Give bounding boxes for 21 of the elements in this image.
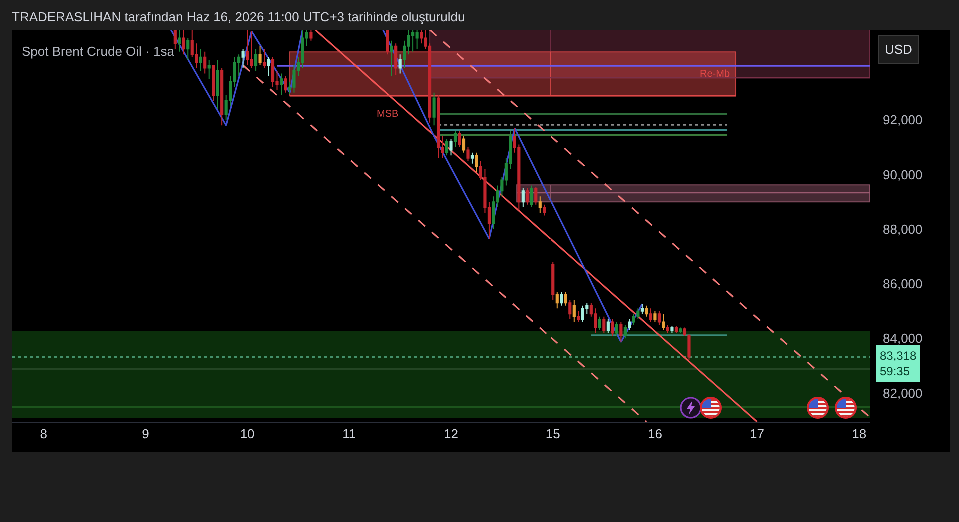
x-tick-label: 15 <box>546 426 561 442</box>
text: Spot Brent Crude Oil · 1sa <box>22 44 176 59</box>
x-tick-label: 8 <box>40 426 48 442</box>
x-tick-label: 16 <box>648 426 663 442</box>
y-axis-title: USD <box>885 42 913 57</box>
x-tick-label: 11 <box>342 426 356 442</box>
x-tick-label: 18 <box>852 426 868 442</box>
x-tick-label: 10 <box>240 426 255 442</box>
y-tick-label: 86,000 <box>883 276 924 292</box>
y-tick-label: 92,000 <box>883 112 924 128</box>
series-label: Re-Mb <box>700 69 731 80</box>
chart-title: TRADERASLIHAN tarafından Haz 16, 2026 11:00 UTC+3 tarihinde oluşturuldu <box>12 10 466 25</box>
x-tick-label: 9 <box>142 426 150 442</box>
y-tick-label: 88,000 <box>883 222 924 237</box>
y-tick-label: 90,000 <box>883 167 924 182</box>
y-tick-label: 82,000 <box>883 386 924 401</box>
x-tick-label: 12 <box>444 426 458 442</box>
x-tick-label: 17 <box>750 426 765 442</box>
text: MSB <box>377 109 399 120</box>
ref-line-label: 83,318 59:35 <box>880 349 918 379</box>
y-tick-label: 84,000 <box>883 331 924 346</box>
